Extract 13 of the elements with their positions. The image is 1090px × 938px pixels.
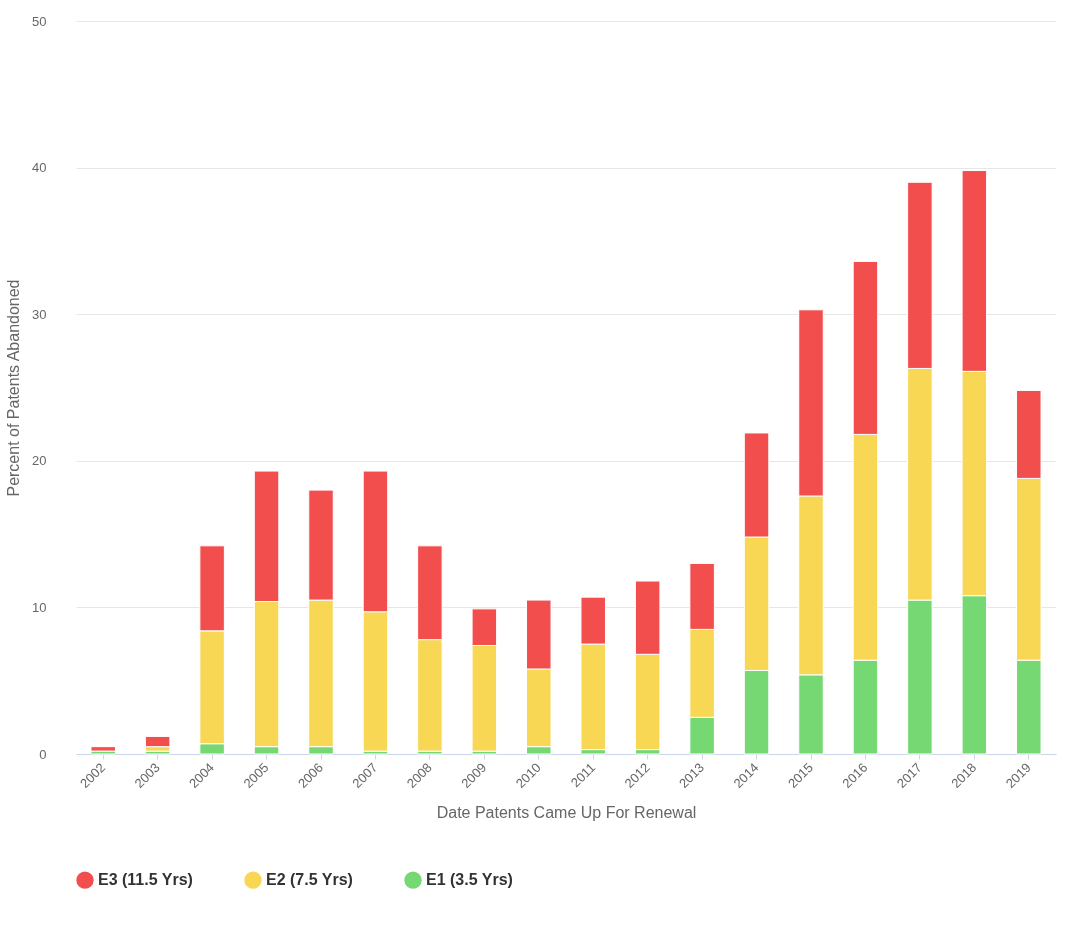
y-tick-label: 40: [32, 160, 47, 176]
y-tick-label: 20: [32, 453, 47, 469]
y-tick-label: 10: [32, 599, 47, 615]
y-tick-label: 30: [32, 306, 47, 322]
legend-label: E2 (7.5 Yrs): [266, 871, 353, 889]
y-tick-label: 50: [32, 13, 47, 29]
x-axis-title: Date Patents Came Up For Renewal: [436, 803, 697, 821]
bar: [90, 746, 116, 752]
y-tick-label: 0: [39, 746, 47, 762]
y-axis-title: Percent of Patents Abandoned: [5, 279, 23, 497]
legend-label: E3 (11.5 Yrs): [98, 871, 193, 889]
legend-label: E1 (3.5 Yrs): [426, 871, 513, 889]
bar: [144, 735, 171, 748]
